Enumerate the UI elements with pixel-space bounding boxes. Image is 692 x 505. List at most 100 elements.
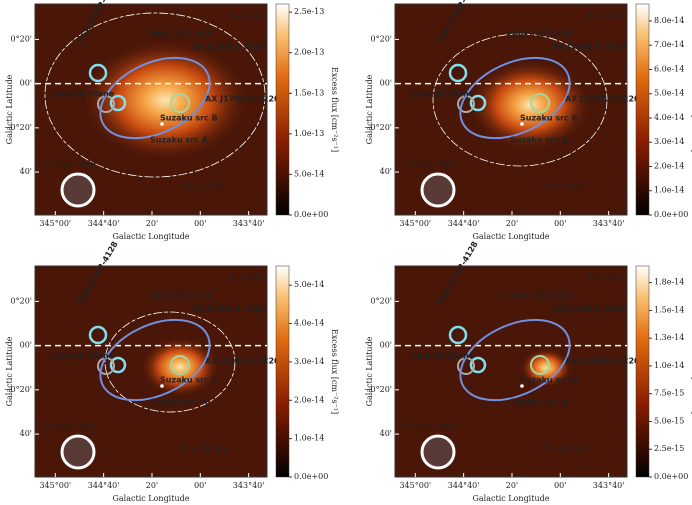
colorbar-tick-label: 5.0e-14 <box>294 280 324 289</box>
title: H.E.S.S. <box>589 10 622 19</box>
annotation: OAO 1657-415 <box>508 30 573 39</box>
title: H.E.S.S. <box>229 272 262 281</box>
colorbar-tick-label: 7.0e-14 <box>654 40 684 49</box>
x-tick-label: 344°40' <box>88 219 120 228</box>
energy-label: E ≥ 15 TeV <box>182 445 228 454</box>
x-tick-label: 343°40' <box>593 481 625 490</box>
annotation: Galactic Plane <box>50 352 115 361</box>
colorbar <box>636 266 649 477</box>
colorbar-tick-label: 2.0e-14 <box>654 161 684 170</box>
colorbar-tick-label: 0.0e+00 <box>654 472 688 481</box>
x-tick-label: 344°40' <box>448 481 480 490</box>
x-tick-label: 20' <box>146 219 158 228</box>
source-marker <box>520 122 524 126</box>
colorbar <box>276 266 289 477</box>
annotation: OAO 1657-415 <box>148 30 213 39</box>
psf-circle <box>62 174 94 206</box>
colorbar-tick-label: 1.5e-14 <box>654 305 684 314</box>
x-tick-label: 20' <box>506 481 518 490</box>
x-tick-label: 00' <box>554 481 566 490</box>
annotation: AX J1700.2-4220 <box>205 95 280 104</box>
colorbar-tick-label: 1.0e-14 <box>654 186 684 195</box>
x-axis-label: Galactic Longitude <box>473 494 550 503</box>
x-tick-label: 345°00' <box>39 219 71 228</box>
annotation: AX J1700.2-4220 <box>205 357 280 366</box>
x-tick-label: 20' <box>506 219 518 228</box>
colorbar-tick-label: 0.0e+00 <box>654 210 688 219</box>
figure: Galactic Plane OAO 1657-415 AX J1700.1-415… <box>0 0 692 505</box>
colorbar-tick-label: 0.0e+00 <box>294 472 328 481</box>
y-axis-label: Galactic Latitude <box>5 336 14 406</box>
psf-circle <box>62 436 94 468</box>
colorbar-tick-label: 2.0e-13 <box>294 48 324 57</box>
x-tick-label: 345°00' <box>39 481 71 490</box>
y-tick-label: 40' <box>20 429 32 438</box>
source-marker <box>160 122 164 126</box>
y-axis-label: Galactic Latitude <box>5 74 14 144</box>
x-tick-label: 344°40' <box>448 219 480 228</box>
panel: Galactic Plane OAO 1657-415 AX J1700.1-415… <box>364 0 692 241</box>
psf-circle <box>422 436 454 468</box>
colorbar-tick-label: 1.0e-14 <box>294 434 324 443</box>
colorbar-tick-label: 1.3e-14 <box>654 333 684 342</box>
x-axis-label: Galactic Longitude <box>473 232 550 241</box>
psf-circle <box>422 174 454 206</box>
x-axis-label: Galactic Longitude <box>113 232 190 241</box>
annotation: Galactic Plane <box>410 352 475 361</box>
annotation: AX J1700.1-4157 <box>552 305 627 314</box>
psf-label: H.E.S.S. PSF <box>42 161 95 170</box>
psf-label: H.E.S.S. PSF <box>42 423 95 432</box>
psf-label: H.E.S.S. PSF <box>402 423 455 432</box>
energy-label: E ≥ 40 TeV <box>542 445 588 454</box>
x-tick-label: 345°00' <box>399 481 431 490</box>
annotation: OAO 1657-415 <box>148 292 213 301</box>
panel: Galactic Plane OAO 1657-415 AX J1700.1-415… <box>364 240 692 503</box>
x-tick-label: 00' <box>194 219 206 228</box>
colorbar-tick-label: 0.0e+00 <box>294 210 328 219</box>
colorbar-tick-label: 3.0e-14 <box>654 137 684 146</box>
psf-label: H.E.S.S. PSF <box>402 161 455 170</box>
colorbar-label: Excess flux [cm⁻²s⁻¹] <box>330 67 339 152</box>
annotation: Suzaku src A <box>510 136 569 145</box>
y-tick-label: 00' <box>20 341 32 350</box>
x-tick-label: 343°40' <box>233 481 265 490</box>
annotation: Suzaku src A <box>150 136 209 145</box>
annotation: Suzaku src B <box>520 376 578 385</box>
colorbar-tick-label: 6.0e-14 <box>654 64 684 73</box>
annotation: Suzaku src B <box>520 114 578 123</box>
annotation: Galactic Plane <box>50 90 115 99</box>
colorbar-tick-label: 1.0e-13 <box>294 129 324 138</box>
colorbar-tick-label: 8.0e-14 <box>654 16 684 25</box>
energy-label: E ≥ 2 TeV <box>185 183 226 192</box>
annotation: Suzaku src B <box>160 376 218 385</box>
annotation: AX J1700.1-4157 <box>552 43 627 52</box>
y-tick-label: 00' <box>380 341 392 350</box>
x-axis-label: Galactic Longitude <box>113 494 190 503</box>
y-tick-label: 0°20' <box>11 34 32 43</box>
source-marker <box>160 384 164 388</box>
annotation: OAO 1657-415 <box>508 292 573 301</box>
colorbar-tick-label: 5.0e-14 <box>294 169 324 178</box>
source-marker <box>520 384 524 388</box>
colorbar-tick-label: 4.0e-14 <box>294 319 324 328</box>
y-tick-label: 0°20' <box>11 296 32 305</box>
colorbar-label: Excess flux [cm⁻²s⁻¹] <box>330 329 339 414</box>
annotation: Galactic Plane <box>410 90 475 99</box>
y-tick-label: 00' <box>20 79 32 88</box>
colorbar <box>636 4 649 215</box>
colorbar-tick-label: 5.0e-15 <box>654 416 684 425</box>
energy-label: E ≥ 5 TeV <box>545 183 586 192</box>
title: H.E.S.S. <box>589 272 622 281</box>
annotation: AX J1700.2-4220 <box>565 357 640 366</box>
colorbar-tick-label: 1.5e-13 <box>294 88 324 97</box>
x-tick-label: 00' <box>554 219 566 228</box>
y-axis-label: Galactic Latitude <box>365 336 374 406</box>
colorbar-tick-label: 4.0e-14 <box>654 113 684 122</box>
annotation: AX J1700.2-4220 <box>565 95 640 104</box>
x-tick-label: 20' <box>146 481 158 490</box>
x-tick-label: 344°40' <box>88 481 120 490</box>
annotation: Suzaku src A <box>510 398 569 407</box>
colorbar-tick-label: 1.0e-14 <box>654 361 684 370</box>
